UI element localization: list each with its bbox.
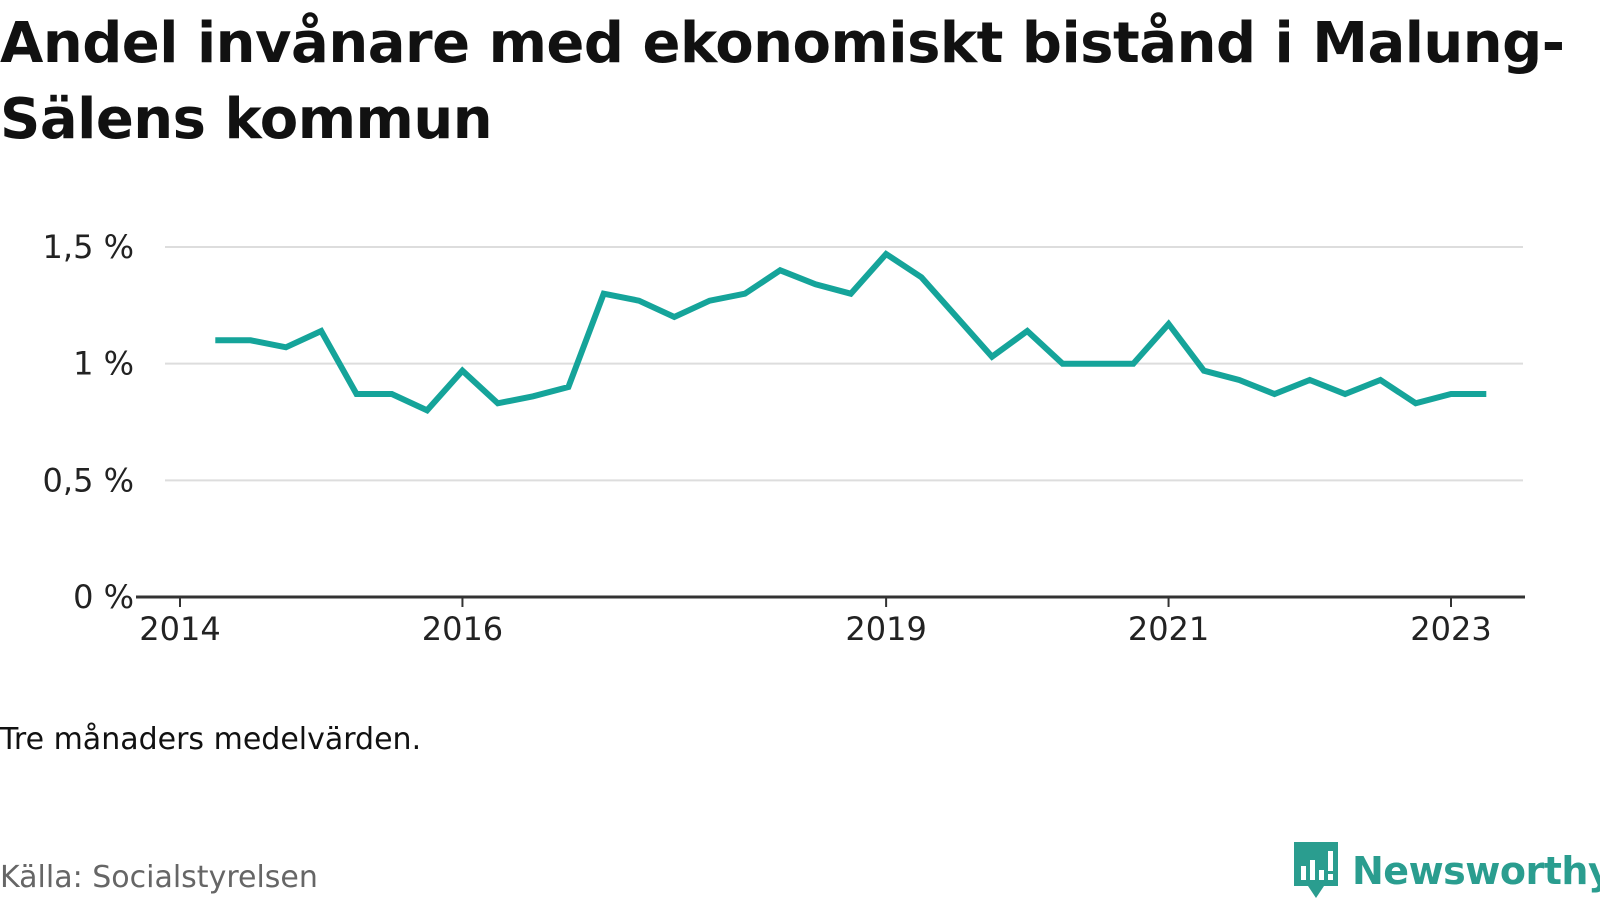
x-tick-label: 2016 — [422, 610, 503, 648]
grid-lines — [165, 246, 1523, 482]
source-text: Källa: Socialstyrelsen — [0, 860, 318, 895]
brand-logo: Newsworthy — [1292, 842, 1600, 900]
x-tick-label: 2014 — [139, 610, 220, 648]
series-line — [215, 250, 1487, 414]
y-tick-label: 1,5 % — [43, 228, 134, 266]
line-chart: 0 % 0,5 % 1 % 1,5 % 2014 2016 2019 2021 2023 — [43, 228, 1525, 648]
newsworthy-logo-icon — [1294, 842, 1338, 898]
x-tick-label: 2019 — [845, 610, 926, 648]
y-axis-ticks: 0 % 0,5 % 1 % 1,5 % — [43, 228, 134, 616]
x-axis: 2014 2016 2019 2021 2023 — [136, 595, 1525, 648]
x-tick-label: 2023 — [1410, 610, 1491, 648]
chart-title: Andel invånare med ekonomiskt bistånd i … — [0, 11, 1565, 152]
x-tick-label: 2021 — [1128, 610, 1209, 648]
series-group — [215, 250, 1487, 414]
y-tick-label: 1 % — [73, 345, 134, 383]
chart-note: Tre månaders medelvärden. — [0, 722, 422, 757]
brand-name: Newsworthy — [1352, 849, 1600, 893]
y-tick-label: 0 % — [73, 578, 134, 616]
y-tick-label: 0,5 % — [43, 461, 134, 499]
